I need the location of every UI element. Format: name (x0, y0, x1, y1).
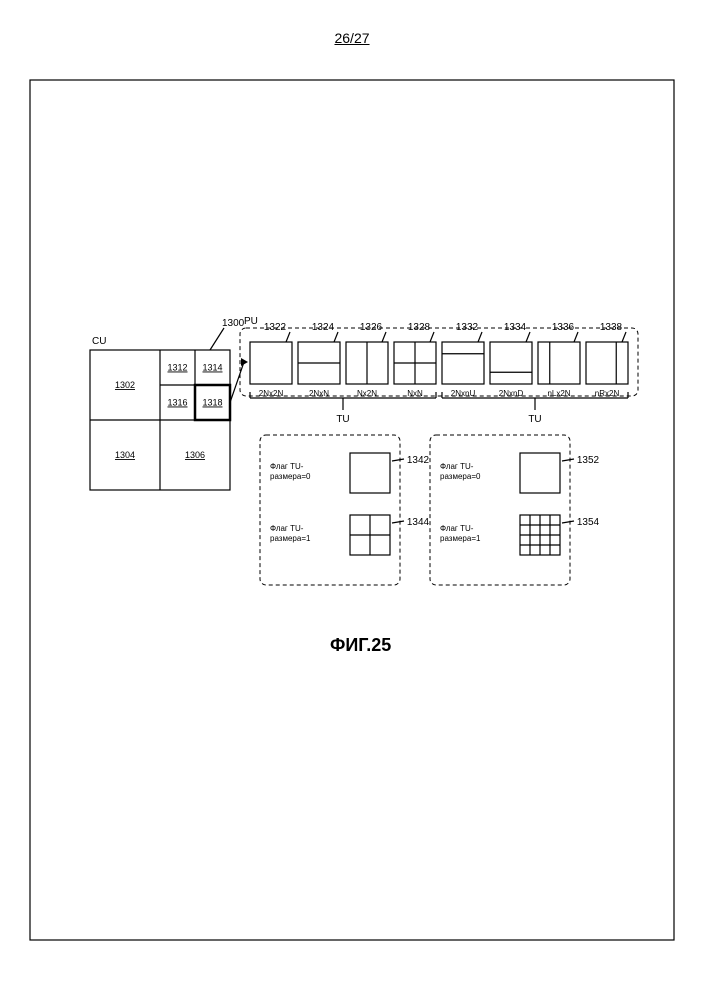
svg-text:размера=0: размера=0 (440, 472, 481, 481)
svg-text:1324: 1324 (312, 322, 335, 333)
svg-text:Флаг TU-: Флаг TU- (270, 524, 304, 533)
svg-text:2Nx2N: 2Nx2N (259, 389, 284, 398)
svg-text:1344: 1344 (407, 517, 430, 528)
svg-text:1334: 1334 (504, 322, 527, 333)
svg-text:Nx2N: Nx2N (357, 389, 377, 398)
svg-text:1354: 1354 (577, 517, 600, 528)
svg-text:nRx2N: nRx2N (595, 389, 620, 398)
svg-text:1332: 1332 (456, 322, 479, 333)
svg-text:1316: 1316 (167, 398, 187, 408)
svg-text:1326: 1326 (360, 322, 383, 333)
svg-text:CU: CU (92, 336, 106, 347)
svg-text:Флаг TU-: Флаг TU- (440, 524, 474, 533)
svg-text:1338: 1338 (600, 322, 623, 333)
svg-text:1318: 1318 (202, 398, 222, 408)
svg-text:2NxnD: 2NxnD (499, 389, 524, 398)
svg-text:1300: 1300 (222, 318, 245, 329)
svg-text:nLx2N: nLx2N (547, 389, 570, 398)
svg-text:TU: TU (336, 414, 349, 425)
svg-text:1342: 1342 (407, 455, 430, 466)
svg-text:1304: 1304 (115, 450, 135, 460)
svg-text:1302: 1302 (115, 380, 135, 390)
svg-text:1322: 1322 (264, 322, 287, 333)
svg-text:1306: 1306 (185, 450, 205, 460)
svg-text:Флаг TU-: Флаг TU- (440, 462, 474, 471)
svg-text:размера=1: размера=1 (440, 534, 481, 543)
svg-text:2NxN: 2NxN (309, 389, 329, 398)
svg-text:1312: 1312 (167, 363, 187, 373)
svg-text:Флаг TU-: Флаг TU- (270, 462, 304, 471)
svg-text:1328: 1328 (408, 322, 431, 333)
svg-text:NxN: NxN (407, 389, 423, 398)
svg-text:2NxnU: 2NxnU (451, 389, 476, 398)
svg-text:размера=1: размера=1 (270, 534, 311, 543)
svg-text:1352: 1352 (577, 455, 600, 466)
diagram-svg: CU 1300 1302 1304 1312 1314 1316 1318 1306 PU 1322… (0, 0, 704, 1000)
svg-text:1314: 1314 (202, 363, 222, 373)
svg-text:1336: 1336 (552, 322, 575, 333)
svg-text:PU: PU (244, 316, 258, 327)
svg-text:размера=0: размера=0 (270, 472, 311, 481)
svg-text:TU: TU (528, 414, 541, 425)
